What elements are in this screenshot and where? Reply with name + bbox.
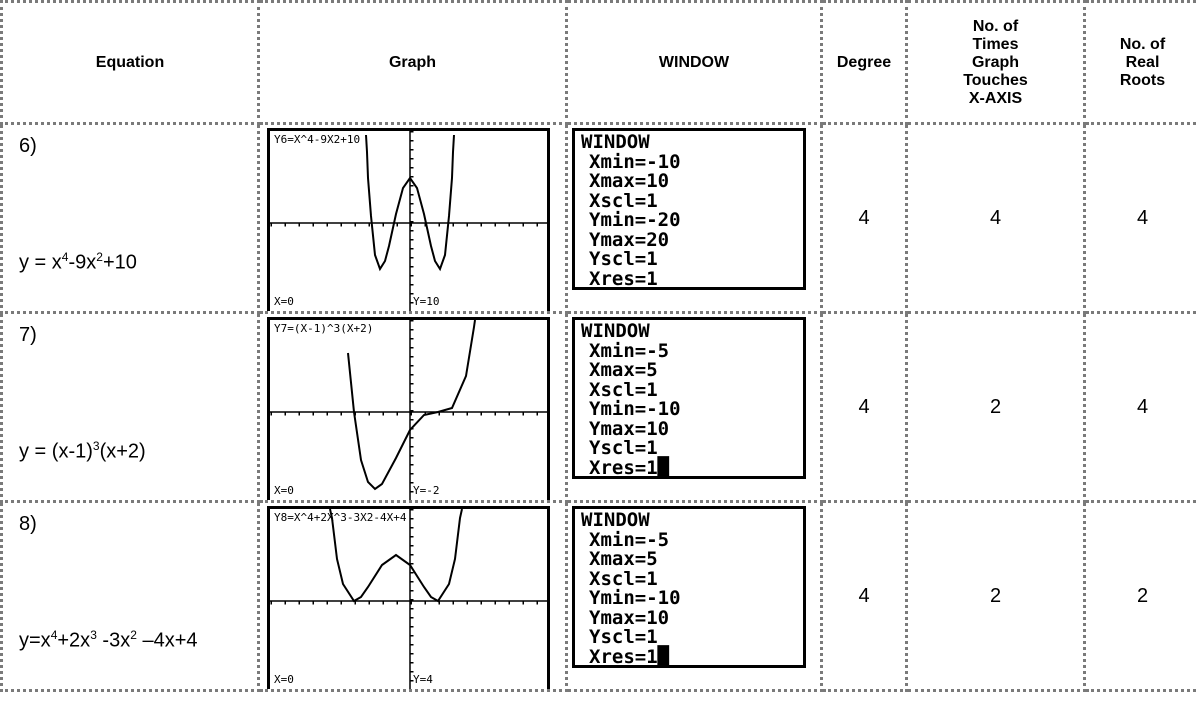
- trace-y: Y=10: [413, 295, 440, 308]
- header-line: Times: [908, 36, 1083, 54]
- roots-cell: 2: [1085, 502, 1199, 691]
- row-number: 7): [19, 324, 37, 347]
- equation-part: +10: [103, 252, 137, 274]
- equation: y=x4+2x3 -3x2 –4x+4: [19, 628, 198, 653]
- trace-x: X=0: [274, 295, 294, 308]
- exponent: 3: [93, 439, 100, 453]
- window-line: Xres=1█: [581, 648, 803, 668]
- degree-cell: 4: [822, 124, 907, 313]
- equation-part: –4x+4: [137, 630, 198, 652]
- header-line: Touches: [908, 72, 1083, 90]
- header-line: No. of: [1086, 36, 1199, 54]
- window-line: Yscl=1: [581, 439, 803, 459]
- degree-cell: 4: [822, 502, 907, 691]
- equation-cell: 6) y = x4-9x2+10: [2, 124, 259, 313]
- row-number: 6): [19, 135, 37, 158]
- header-line: Roots: [1086, 72, 1199, 90]
- equation-cell: 8) y=x4+2x3 -3x2 –4x+4: [2, 502, 259, 691]
- graph-label: Y6=X^4-9X2+10: [274, 133, 360, 146]
- window-line: Xres=1: [581, 270, 803, 290]
- graph-cell: Y8=X^4+2X^3-3X2-4X+4 X=0 Y=4: [259, 502, 567, 691]
- window-line: Ymin=-10: [581, 589, 803, 609]
- header-line: X-AXIS: [908, 90, 1083, 108]
- calculator-graph: Y8=X^4+2X^3-3X2-4X+4 X=0 Y=4: [267, 506, 550, 691]
- page: Equation Graph WINDOW Degree No. ofTimes…: [0, 0, 1199, 701]
- equation-part: -3x: [97, 630, 130, 652]
- window-line: Yscl=1: [581, 250, 803, 270]
- trace-x: X=0: [274, 673, 294, 686]
- table: Equation Graph WINDOW Degree No. ofTimes…: [0, 0, 1199, 692]
- curve: [348, 320, 475, 489]
- window-line: Ymin=-10: [581, 400, 803, 420]
- touches-cell: 2: [907, 502, 1085, 691]
- equation-part: y = (x-1): [19, 441, 93, 463]
- calculator-graph: Y6=X^4-9X2+10 X=0 Y=10: [267, 128, 550, 313]
- graph-label: Y7=(X-1)^3(X+2): [274, 322, 373, 335]
- exponent: 2: [96, 250, 103, 264]
- header-cell: Equation: [2, 2, 259, 124]
- trace-y: Y=4: [413, 673, 433, 686]
- header-line: Real: [1086, 54, 1199, 72]
- equation-part: -9x: [68, 252, 96, 274]
- roots-cell: 4: [1085, 124, 1199, 313]
- trace-x: X=0: [274, 484, 294, 497]
- window-line: Xmax=5: [581, 361, 803, 381]
- row-number: 8): [19, 513, 37, 536]
- roots-cell: 4: [1085, 313, 1199, 502]
- equation-part: (x+2): [100, 441, 146, 463]
- calculator-graph: Y7=(X-1)^3(X+2) X=0 Y=-2: [267, 317, 550, 502]
- graph-screen: Y8=X^4+2X^3-3X2-4X+4 X=0 Y=4: [270, 509, 547, 689]
- window-line: Ymin=-20: [581, 211, 803, 231]
- window-line: WINDOW: [581, 322, 803, 342]
- window-line: Xmax=5: [581, 550, 803, 570]
- touches-cell: 2: [907, 313, 1085, 502]
- equation-part: y = x: [19, 252, 62, 274]
- equation-part: +2x: [57, 630, 90, 652]
- equation: y = x4-9x2+10: [19, 250, 137, 275]
- header-cell: Graph: [259, 2, 567, 124]
- graph-screen: Y7=(X-1)^3(X+2) X=0 Y=-2: [270, 320, 547, 500]
- graph-label: Y8=X^4+2X^3-3X2-4X+4: [274, 511, 407, 524]
- header-cell: WINDOW: [567, 2, 822, 124]
- graph-cell: Y7=(X-1)^3(X+2) X=0 Y=-2: [259, 313, 567, 502]
- row: 7) y = (x-1)3(x+2) Y7=(X-1)^3(X+2) X=0 Y=-2 W…: [2, 313, 1199, 502]
- window-line: WINDOW: [581, 511, 803, 531]
- header-line: Graph: [908, 54, 1083, 72]
- window-line: WINDOW: [581, 133, 803, 153]
- window-cell: WINDOWXmin=-5Xmax=5Xscl=1Ymin=-10Ymax=10…: [567, 313, 822, 502]
- graph-cell: Y6=X^4-9X2+10 X=0 Y=10: [259, 124, 567, 313]
- window-line: Xres=1█: [581, 459, 803, 479]
- exponent: 3: [90, 628, 97, 642]
- degree-cell: 4: [822, 313, 907, 502]
- touches-cell: 4: [907, 124, 1085, 313]
- equation-cell: 7) y = (x-1)3(x+2): [2, 313, 259, 502]
- equation: y = (x-1)3(x+2): [19, 439, 146, 464]
- trace-y: Y=-2: [413, 484, 440, 497]
- exponent: 2: [130, 628, 137, 642]
- equation-part: y=x: [19, 630, 51, 652]
- graph-screen: Y6=X^4-9X2+10 X=0 Y=10: [270, 131, 547, 311]
- header-line: No. of: [908, 18, 1083, 36]
- window-line: Yscl=1: [581, 628, 803, 648]
- window-line: Xmax=10: [581, 172, 803, 192]
- header-cell: Degree: [822, 2, 907, 124]
